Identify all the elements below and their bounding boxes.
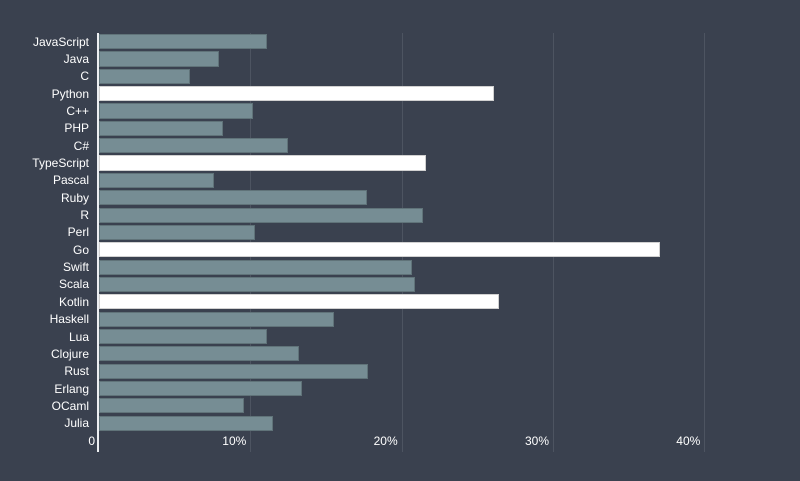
x-tick-label: 30% xyxy=(524,434,549,448)
bar-Python[interactable] xyxy=(99,86,494,102)
y-axis-labels: JavaScript Java C Python C++ PHP C# TypeScript P… xyxy=(0,33,89,432)
y-axis-label: Go xyxy=(72,242,89,257)
bar-row xyxy=(99,85,789,102)
x-tick-label: 20% xyxy=(373,434,398,448)
y-axis-label: Erlang xyxy=(54,381,89,396)
bar-row xyxy=(99,415,789,432)
bar-C#[interactable] xyxy=(99,138,289,154)
bar-row xyxy=(99,328,789,345)
y-axis-label: C xyxy=(80,69,89,84)
y-axis-label: Clojure xyxy=(50,346,89,361)
y-axis-label: Scala xyxy=(58,277,89,292)
bar-C++[interactable] xyxy=(99,103,254,119)
bar-row xyxy=(99,189,789,206)
bar-Lua[interactable] xyxy=(99,328,267,345)
bar-row xyxy=(99,311,789,328)
bar-R[interactable] xyxy=(99,207,423,223)
bar-C[interactable] xyxy=(99,68,190,84)
bar-Erlang[interactable] xyxy=(99,380,302,397)
bar-Swift[interactable] xyxy=(99,259,413,275)
y-axis-label: Python xyxy=(51,86,89,101)
gridline-40% xyxy=(704,33,706,452)
y-axis-label: Lua xyxy=(68,329,89,344)
bar-row xyxy=(99,50,789,67)
x-tick-label: 0 xyxy=(88,434,95,448)
y-axis-label: Julia xyxy=(64,416,89,431)
x-axis-tick-labels: 0 10% 20% 30% 40% xyxy=(0,434,800,450)
bar-row xyxy=(99,154,789,171)
x-tick-label: 40% xyxy=(676,434,701,448)
bar-row xyxy=(99,397,789,414)
bar-Pascal[interactable] xyxy=(99,172,214,189)
y-axis-label: Java xyxy=(63,52,89,67)
y-axis-line xyxy=(97,33,99,452)
bar-Kotlin[interactable] xyxy=(99,294,499,310)
bar-row xyxy=(99,33,789,50)
y-axis-label: Pascal xyxy=(52,173,89,188)
bar-row xyxy=(99,241,789,258)
y-axis-label: Haskell xyxy=(49,312,89,327)
bar-row xyxy=(99,380,789,397)
bar-JavaScript[interactable] xyxy=(99,34,267,50)
y-axis-label: Rust xyxy=(64,364,89,379)
bar-OCaml[interactable] xyxy=(99,398,245,414)
y-axis-label: Swift xyxy=(62,260,89,275)
bar-PHP[interactable] xyxy=(99,120,224,136)
bar-row xyxy=(99,206,789,223)
y-axis-label: PHP xyxy=(64,121,89,136)
y-axis-label: C++ xyxy=(66,104,89,119)
bar-row xyxy=(99,102,789,119)
bar-Java[interactable] xyxy=(99,51,219,67)
bar-row xyxy=(99,363,789,380)
bar-Haskell[interactable] xyxy=(99,311,334,327)
bar-row xyxy=(99,137,789,154)
bar-TypeScript[interactable] xyxy=(99,155,426,171)
bar-row xyxy=(99,120,789,137)
bar-row xyxy=(99,345,789,362)
y-axis-label: JavaScript xyxy=(32,34,89,49)
bar-row xyxy=(99,258,789,275)
bar-Go[interactable] xyxy=(99,242,661,258)
y-axis-label: Perl xyxy=(67,225,89,240)
y-axis-label: OCaml xyxy=(51,398,89,413)
bar-Scala[interactable] xyxy=(99,276,416,293)
bar-Ruby[interactable] xyxy=(99,190,367,206)
bar-Julia[interactable] xyxy=(99,415,274,431)
y-axis-label: C# xyxy=(73,138,89,153)
bar-row xyxy=(99,293,789,310)
bar-Perl[interactable] xyxy=(99,224,255,241)
y-axis-label: Ruby xyxy=(60,190,89,205)
bar-row xyxy=(99,276,789,293)
bars-layer xyxy=(99,33,789,432)
y-axis-label: Kotlin xyxy=(58,294,89,309)
bar-row xyxy=(99,172,789,189)
y-axis-label: R xyxy=(80,208,89,223)
bar-row xyxy=(99,68,789,85)
bar-row xyxy=(99,224,789,241)
y-axis-label: TypeScript xyxy=(32,156,89,171)
x-tick-label: 10% xyxy=(222,434,247,448)
bar-Clojure[interactable] xyxy=(99,346,299,362)
bar-Rust[interactable] xyxy=(99,363,369,379)
